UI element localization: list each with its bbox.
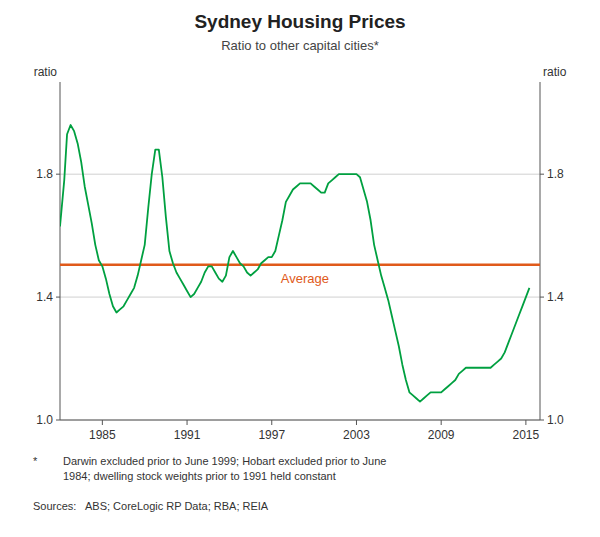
y-tick-label: 1.0	[36, 413, 53, 427]
chart: Sydney Housing Prices Ratio to other capi…	[0, 0, 600, 537]
x-tick-label: 1991	[174, 428, 201, 442]
footnote: *	[33, 455, 38, 467]
footnote: 1984; dwelling stock weights prior to 19…	[63, 470, 336, 482]
data-line	[60, 125, 529, 402]
sources: Sources: ABS; CoreLogic RP Data; RBA; RE…	[33, 500, 269, 512]
x-tick	[102, 420, 103, 425]
y-tick-label: 1.8	[36, 167, 53, 181]
y-tick	[56, 174, 60, 175]
x-tick-label: 1985	[89, 428, 116, 442]
x-tick	[441, 420, 442, 425]
grid-line	[60, 420, 540, 421]
average-label: Average	[281, 271, 329, 286]
x-axis-line	[60, 420, 540, 421]
y2-axis-line	[540, 82, 541, 420]
average-line	[60, 264, 540, 267]
x-tick-label: 2009	[428, 428, 455, 442]
x-tick-label: 2003	[343, 428, 370, 442]
y-tick-label: 1.4	[36, 290, 53, 304]
y-axis-label: ratio	[34, 65, 58, 79]
plot-area	[60, 125, 540, 402]
x-tick	[525, 420, 526, 425]
x-tick-label: 2015	[513, 428, 540, 442]
y-axis-line	[60, 82, 61, 420]
x-tick	[271, 420, 272, 425]
y2-tick-label: 1.0	[547, 413, 564, 427]
y-tick	[56, 297, 60, 298]
footnote: Darwin excluded prior to June 1999; Hoba…	[63, 455, 386, 467]
y2-axis-label: ratio	[543, 65, 567, 79]
x-tick-label: 1997	[258, 428, 285, 442]
y2-tick	[540, 297, 544, 298]
x-tick	[187, 420, 188, 425]
y2-tick	[540, 420, 544, 421]
y2-tick-label: 1.4	[547, 290, 564, 304]
y2-tick-label: 1.8	[547, 167, 564, 181]
y2-tick	[540, 174, 544, 175]
subtitle: Ratio to other capital cities*	[221, 38, 379, 53]
grid-line	[60, 174, 540, 175]
x-tick	[356, 420, 357, 425]
title: Sydney Housing Prices	[194, 11, 405, 32]
grid-line	[60, 297, 540, 298]
y-tick	[56, 420, 60, 421]
